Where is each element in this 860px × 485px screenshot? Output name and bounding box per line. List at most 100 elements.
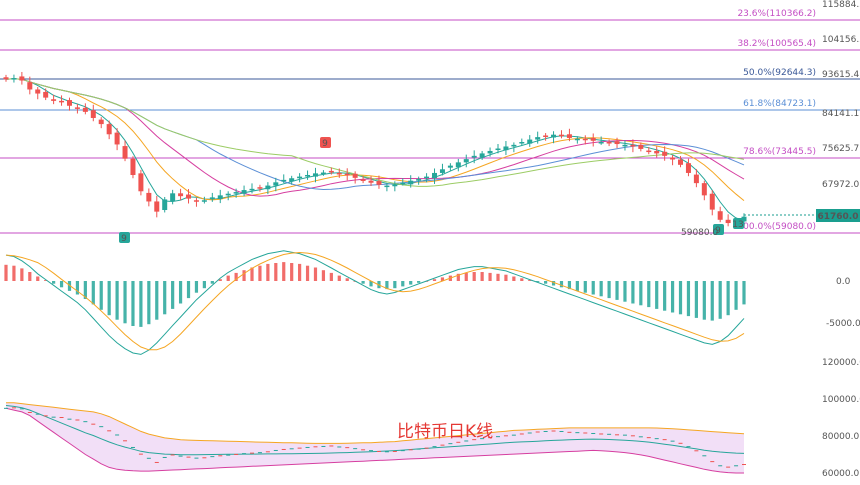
macd-zero-label: 0.0	[836, 277, 851, 287]
candle-body	[178, 193, 184, 197]
macd-histogram-bar	[702, 281, 706, 320]
macd-histogram-bar	[678, 281, 683, 315]
macd-histogram-bar	[250, 267, 254, 281]
candle-body	[598, 142, 604, 144]
candle-body	[43, 91, 49, 98]
macd-histogram-bar	[67, 281, 72, 291]
candle-body	[154, 201, 160, 212]
macd-histogram-bar	[615, 281, 619, 300]
candle-body	[328, 170, 334, 173]
lower-tick-label: 100000.0	[822, 395, 860, 405]
price-axis: 115884.5 104156.5 93615.4 84141.1 75625.7 679…	[822, 0, 860, 190]
candle-body	[408, 180, 414, 185]
candle-body	[606, 142, 612, 144]
fib-label: 78.6%(73445.5)	[743, 147, 816, 157]
candlesticks	[3, 71, 747, 227]
td-badge-label: 9	[322, 139, 328, 149]
macd-histogram-bar	[663, 281, 667, 311]
fib-label: 100.0%(59080.0)	[737, 222, 816, 232]
macd-histogram-bar	[623, 281, 627, 302]
candle-body	[439, 169, 445, 173]
candle-body	[685, 163, 691, 173]
macd-histogram-bar	[202, 281, 206, 289]
candle-body	[360, 179, 366, 181]
lower-tick-label: 60000.0	[822, 469, 859, 479]
macd-histogram-bar	[361, 281, 365, 284]
macd-histogram-bar	[186, 281, 191, 299]
macd-histogram-bar	[496, 273, 500, 281]
candle-body	[74, 107, 80, 109]
macd-histogram-bar	[163, 281, 167, 315]
candle-body	[543, 135, 549, 137]
candle-body	[35, 89, 41, 94]
candle-body	[678, 159, 684, 165]
macd-histogram-bar	[147, 281, 151, 325]
macd-histogram-bar	[401, 281, 405, 287]
bollinger-panel: 120000.0 100000.0 80000.0 60000.0	[4, 358, 860, 479]
macd-histogram-bar	[337, 275, 341, 281]
td-badge	[119, 232, 130, 243]
macd-histogram-bar	[321, 270, 326, 281]
macd-histogram-bar	[194, 281, 199, 293]
macd-histogram-bar	[12, 265, 16, 281]
candle-body	[186, 194, 192, 199]
macd-histogram-bar	[409, 281, 413, 285]
candle-body	[217, 195, 223, 200]
candle-body	[82, 107, 88, 112]
macd-panel: 0.0 -5000.0	[4, 250, 860, 355]
candle-body	[265, 185, 271, 190]
candle-body	[297, 176, 303, 179]
macd-histogram-bar	[393, 281, 397, 289]
candle-body	[106, 124, 112, 135]
macd-histogram-bar	[305, 265, 310, 281]
price-tick-label: 115884.5	[822, 0, 860, 10]
candle-body	[717, 211, 723, 220]
macd-histogram-bar	[20, 268, 24, 281]
macd-histogram-bar	[464, 272, 468, 281]
td-badge-label: 9	[715, 226, 721, 236]
candle-body	[225, 193, 231, 196]
candle-body	[312, 173, 318, 177]
candle-body	[582, 138, 588, 141]
macd-histogram-bar	[647, 281, 651, 308]
fibonacci-levels: 23.6%(110366.2) 38.2%(100565.4) 50.0%(9264…	[0, 9, 860, 234]
macd-histogram-bar	[107, 281, 111, 316]
macd-histogram-bar	[242, 270, 246, 281]
candle-body	[193, 200, 199, 202]
candle-body	[479, 153, 485, 158]
macd-histogram-bar	[36, 276, 40, 281]
moving-average-line	[5, 78, 745, 221]
macd-histogram-bar	[551, 281, 556, 286]
macd-histogram-bar	[258, 265, 262, 281]
candle-body	[352, 173, 358, 178]
macd-histogram-bar	[178, 281, 183, 304]
macd-histogram-bar	[432, 279, 437, 281]
candle-body	[527, 139, 533, 144]
candle-body	[519, 142, 525, 144]
td-badge	[713, 224, 724, 235]
macd-histogram-bar	[480, 272, 484, 281]
candle-body	[416, 179, 422, 181]
candle-body	[463, 159, 469, 163]
candle-body	[130, 158, 136, 175]
macd-dea-line	[5, 251, 745, 351]
price-tick-label: 75625.7	[822, 144, 859, 154]
macd-histogram-bar	[599, 281, 603, 297]
macd-histogram-bar	[52, 281, 56, 284]
macd-histogram-bar	[694, 281, 698, 318]
macd-histogram-bar	[131, 281, 135, 326]
candle-body	[281, 179, 287, 182]
macd-histogram-bar	[639, 281, 643, 306]
macd-dif-line	[5, 250, 745, 355]
candle-body	[384, 185, 390, 188]
candle-body	[590, 137, 596, 141]
macd-histogram-bar	[718, 281, 722, 319]
macd-histogram-bar	[75, 281, 80, 295]
macd-histogram-bar	[4, 264, 8, 281]
candle-body	[51, 99, 57, 101]
macd-histogram-bar	[440, 277, 445, 281]
macd-histogram-bar	[313, 267, 318, 281]
td-labels: 9 9 9 13 59080.0 61760.0	[119, 137, 860, 244]
candle-body	[344, 173, 350, 176]
macd-histogram-bar	[583, 281, 587, 293]
